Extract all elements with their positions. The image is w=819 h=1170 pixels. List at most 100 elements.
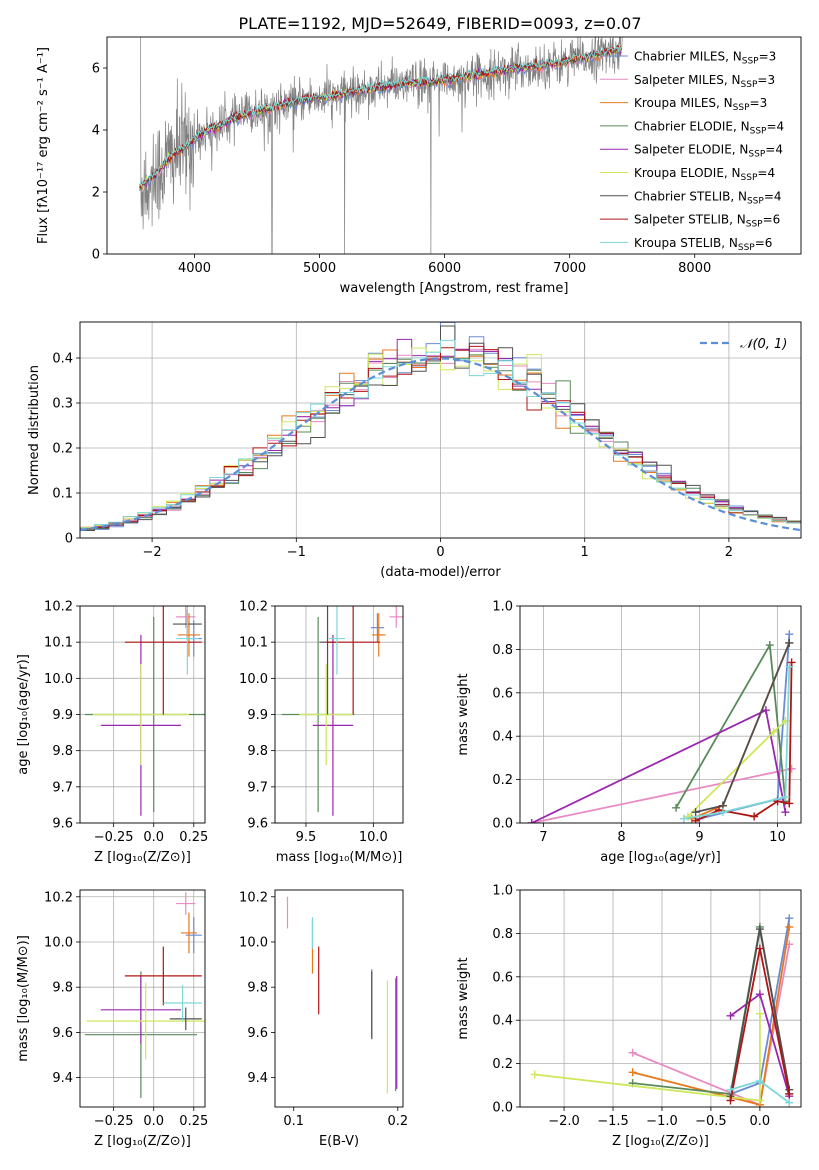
y-tick-label: 0.3 xyxy=(52,397,73,412)
plot-area-ebv-mass xyxy=(286,896,398,1094)
weight-marker xyxy=(785,1089,794,1098)
y-tick-label: 10.1 xyxy=(44,636,73,651)
x-axis-label: mass [log₁₀(M/M⊙)] xyxy=(276,850,403,865)
errorbar-point xyxy=(92,663,189,766)
legend-entry-sub: SSP xyxy=(750,126,767,136)
y-tick-label: 10.2 xyxy=(239,600,268,615)
legend-entry-sub: SSP xyxy=(748,150,765,160)
x-tick-label: −0.25 xyxy=(94,830,134,845)
axes-frame xyxy=(106,36,802,255)
weight-marker xyxy=(785,662,794,671)
residual-histogram xyxy=(80,339,801,529)
errorbar-point xyxy=(124,606,202,715)
legend-entry: Chabrier STELIB, NSSP=4 xyxy=(634,189,782,206)
y-tick-label: 0.1 xyxy=(52,487,73,502)
y-tick-label: 0.4 xyxy=(492,1014,513,1029)
legend-entry: Salpeter ELODIE, NSSP=4 xyxy=(634,143,783,160)
residual-histogram xyxy=(80,345,801,530)
y-tick-label: 9.7 xyxy=(247,780,268,795)
x-tick-label: 7000 xyxy=(553,261,586,276)
legend-entry-label: Chabrier ELODIE, N xyxy=(634,119,750,133)
axes-frame xyxy=(274,889,404,1108)
x-tick-label: −1.0 xyxy=(646,1114,678,1129)
weight-marker xyxy=(785,1098,794,1107)
plot-area-z-mass xyxy=(84,892,205,1098)
weight-marker xyxy=(628,1068,637,1077)
y-tick-label: 9.6 xyxy=(247,817,268,832)
weight-marker xyxy=(530,1070,539,1079)
y-tick-label: 0.0 xyxy=(492,817,513,832)
x-tick-label: −1.5 xyxy=(597,1114,629,1129)
x-axis-label: wavelength [Angstrom, rest frame] xyxy=(340,281,569,296)
weight-series xyxy=(531,767,792,823)
weight-marker xyxy=(761,706,770,715)
y-tick-label: 10.0 xyxy=(239,935,268,950)
y-tick-label: 0.0 xyxy=(492,1101,513,1116)
weight-marker xyxy=(527,819,536,823)
plot-area-spectrum xyxy=(139,37,623,254)
x-axis-label: Z [log₁₀(Z/Z⊙)] xyxy=(612,1134,709,1149)
legend-entry-label: Salpeter ELODIE, N xyxy=(634,143,748,157)
legend-entry-label: Salpeter STELIB, N xyxy=(634,213,746,227)
y-tick-label: 0.2 xyxy=(492,773,513,788)
weight-marker xyxy=(726,1011,735,1020)
errorbar-point xyxy=(86,982,205,1060)
weight-marker xyxy=(672,803,681,812)
weight-marker xyxy=(755,1076,764,1085)
normal-curve xyxy=(80,357,801,532)
x-tick-label: 0.25 xyxy=(179,1114,208,1129)
y-tick-label: 0.4 xyxy=(52,352,73,367)
weight-marker xyxy=(755,1009,764,1018)
y-tick-label: 0.6 xyxy=(492,686,513,701)
weight-marker xyxy=(787,658,796,667)
weight-marker xyxy=(781,792,790,801)
observed-spectrum xyxy=(140,37,623,254)
x-tick-label: 0.0 xyxy=(143,1114,164,1129)
y-tick-label: 10.0 xyxy=(44,672,73,687)
y-tick-label: 9.9 xyxy=(247,708,268,723)
weight-series xyxy=(683,666,791,820)
x-tick-label: 5000 xyxy=(303,261,336,276)
x-tick-label: 10.0 xyxy=(359,830,388,845)
panel-spectrum: 4000 5000 6000 7000 8000 0 2 4 6 wavelength [Angs… xyxy=(36,36,802,296)
x-tick-label: 8000 xyxy=(678,261,711,276)
y-tick-label: 1.0 xyxy=(492,600,513,615)
weight-marker xyxy=(628,1048,637,1057)
weight-marker xyxy=(755,1096,764,1105)
panel-ebv-mass: 0.1 0.2 9.4 9.6 9.8 10.0 10.2 E(B-V) xyxy=(239,889,408,1149)
x-tick-label: 0.1 xyxy=(283,1114,304,1129)
y-tick-label: 10.1 xyxy=(239,636,268,651)
axes-frame xyxy=(519,605,802,824)
legend-entry-label: Kroupa MILES, N xyxy=(634,96,733,110)
panel-z-age: −0.25 0.0 0.25 9.6 9.7 9.8 9.9 10.0 10.1 10.2 Z [l… xyxy=(16,600,208,866)
y-axis-label: Flux [fλ10⁻¹⁷ erg cm⁻² s⁻¹ A⁻¹] xyxy=(36,47,51,244)
y-axis-label: Normed distribution xyxy=(27,365,42,495)
y-tick-label: 9.8 xyxy=(247,981,268,996)
x-tick-label: 7 xyxy=(539,830,547,845)
y-tick-label: 2 xyxy=(92,186,100,201)
y-tick-label: 0.2 xyxy=(52,442,73,457)
y-tick-label: 9.9 xyxy=(52,708,73,723)
legend-entry-sub: SSP xyxy=(733,103,750,113)
y-tick-label: 1.0 xyxy=(492,884,513,899)
errorbar-point xyxy=(312,634,354,816)
weight-marker xyxy=(691,808,700,817)
weight-marker xyxy=(785,799,794,808)
y-tick-label: 10.0 xyxy=(44,935,73,950)
x-tick-label: −2 xyxy=(143,545,162,560)
legend-entry: 𝒩(0, 1) xyxy=(740,337,787,352)
legend-entry-count: =4 xyxy=(765,143,783,157)
plot-area-residuals xyxy=(80,322,801,532)
errorbar-point xyxy=(328,606,346,675)
x-tick-label: 9 xyxy=(695,830,703,845)
legend-entry: Chabrier MILES, NSSP=3 xyxy=(634,50,776,67)
panel-age-weight: 7 8 9 10 0.0 0.2 0.4 0.6 0.8 1.0 age [log₁₀(age/yr… xyxy=(456,600,802,865)
y-axis-label: mass weight xyxy=(456,673,471,755)
legend-entry-label: Kroupa ELODIE, N xyxy=(634,166,741,180)
x-tick-label: −0.25 xyxy=(94,1114,134,1129)
legend-entry-sub: SSP xyxy=(741,80,758,90)
x-axis-label: E(B-V) xyxy=(319,1134,359,1149)
panel-z-weight: −2.0 −1.5 −1.0 −0.5 0.0 0.0 0.2 0.4 0.6 0.8 1.0 Z [… xyxy=(456,884,802,1149)
legend-entry-count: =6 xyxy=(755,236,773,250)
legend-entry-sub: SSP xyxy=(746,220,763,230)
